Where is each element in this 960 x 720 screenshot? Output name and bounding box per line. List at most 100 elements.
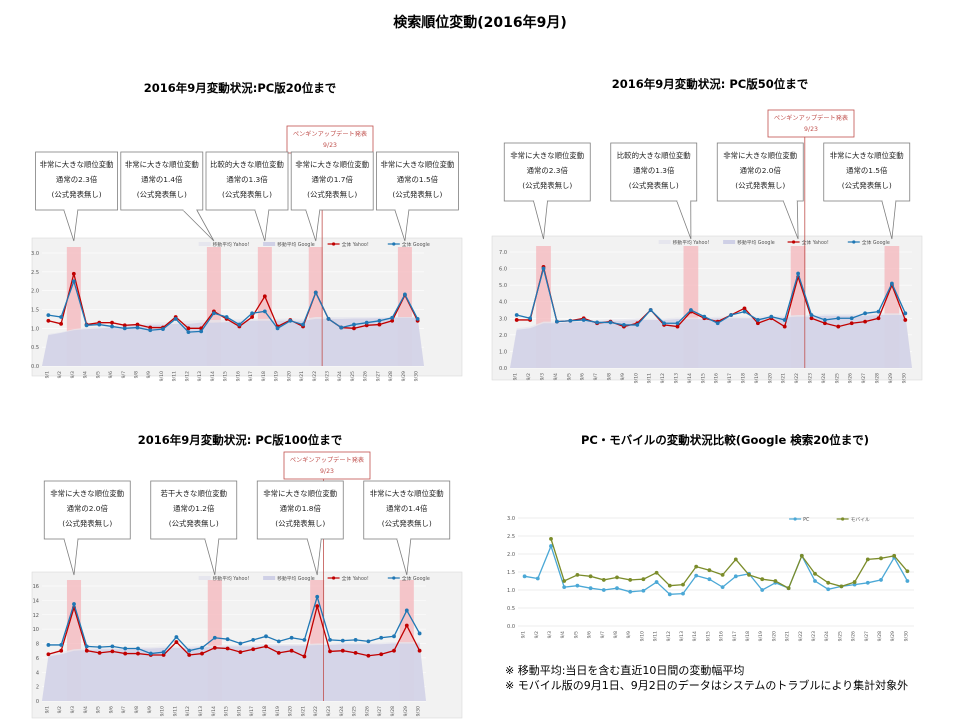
x-tick-label: 9/8 [134, 371, 140, 378]
legend-marker [852, 240, 856, 244]
y-tick-label: 2.0 [31, 289, 39, 295]
data-point [903, 318, 908, 322]
data-point [174, 635, 179, 639]
data-point [541, 266, 546, 271]
callout-pointer [396, 538, 412, 576]
x-tick-label: 9/9 [147, 706, 153, 713]
data-point [122, 326, 127, 331]
x-tick-label: 9/5 [573, 631, 579, 638]
series-line [550, 538, 908, 590]
data-point [568, 318, 573, 323]
legend-label: 移動平均 Google [277, 241, 315, 248]
series-line [48, 273, 419, 329]
x-tick-label: 9/15 [223, 371, 229, 381]
data-point [59, 315, 63, 319]
x-tick-label: 9/29 [403, 706, 409, 716]
data-point [225, 646, 230, 651]
data-point [403, 292, 407, 297]
x-tick-label: 9/17 [248, 371, 254, 381]
data-point [315, 594, 320, 599]
chart-title: 2016年9月変動状況: PC版50位まで [611, 77, 809, 91]
data-point [689, 308, 693, 312]
callout-text: 若干大きな順位変動 [160, 489, 227, 498]
x-tick-label: 9/14 [687, 373, 693, 383]
legend-swatch [263, 576, 276, 580]
data-point [863, 311, 867, 316]
callout-text: 通常の1.3倍 [226, 175, 268, 184]
callout-text: (公式発表無し) [52, 190, 102, 199]
y-tick-label: 0.0 [31, 364, 39, 370]
callout-text: 比較的大きな順位変動 [210, 160, 284, 169]
x-tick-label: 9/3 [70, 706, 76, 713]
data-point [275, 326, 280, 331]
callout-text: 通常の1.4倍 [386, 504, 428, 513]
penguin-callout-box [767, 109, 855, 138]
x-tick-label: 9/8 [607, 373, 613, 380]
callout-text: 通常の1.5倍 [397, 175, 439, 184]
data-point [675, 324, 680, 329]
callout-text: 非常に大きな順位変動 [263, 489, 337, 498]
x-tick-label: 9/1 [521, 631, 527, 638]
legend-label: 移動平均 Google [737, 239, 775, 246]
x-tick-label: 9/25 [352, 706, 358, 716]
data-point [588, 574, 593, 579]
x-tick-label: 9/20 [286, 371, 292, 381]
callout-pointer [204, 538, 220, 576]
y-tick-label: 4.0 [499, 300, 507, 306]
callout-text: 非常に大きな順位変動 [380, 160, 454, 169]
data-point [742, 306, 747, 311]
data-point [46, 652, 51, 657]
data-point [379, 635, 384, 640]
data-point [187, 653, 192, 657]
penguin-label: ペンギンアップデート発表 [774, 114, 848, 122]
footnote: ※ モバイル版の9月1日、9月2日のデータはシステムのトラブルにより集計対象外 [505, 679, 909, 692]
x-tick-label: 9/19 [274, 371, 280, 381]
y-tick-label: 2.0 [499, 333, 507, 339]
data-point [301, 322, 305, 327]
data-point [135, 322, 140, 327]
callout-text: 通常の2.0倍 [740, 166, 782, 175]
data-point [628, 578, 633, 582]
x-tick-label: 9/1 [44, 706, 50, 713]
x-tick-label: 9/28 [388, 371, 394, 381]
data-point [251, 647, 256, 652]
y-tick-label: 0.5 [31, 345, 39, 351]
x-tick-label: 9/26 [364, 706, 370, 716]
data-point [353, 650, 358, 655]
penguin-callout-box [283, 451, 371, 480]
y-tick-label: 14 [33, 598, 39, 604]
y-tick-label: 0.0 [499, 366, 507, 372]
data-point [313, 290, 318, 295]
penguin-date: 9/23 [804, 126, 818, 133]
x-tick-label: 9/4 [83, 706, 89, 713]
x-tick-label: 9/15 [705, 631, 711, 641]
callout-box [35, 151, 118, 211]
x-tick-label: 9/2 [57, 371, 63, 378]
y-tick-label: 2.5 [31, 270, 39, 276]
callout-text: (公式発表無し) [307, 190, 357, 199]
x-tick-label: 9/30 [416, 706, 422, 716]
y-tick-label: 0.0 [507, 624, 515, 630]
data-point [84, 323, 89, 328]
x-tick-label: 9/24 [339, 706, 345, 716]
data-point [148, 651, 153, 656]
data-point [46, 313, 51, 318]
x-tick-label: 9/22 [312, 371, 318, 381]
callout-text: 非常に大きな順位変動 [510, 151, 584, 160]
x-tick-label: 9/8 [613, 631, 619, 638]
penguin-date: 9/23 [320, 468, 334, 475]
callout-text: (公式発表無し) [169, 519, 219, 528]
x-tick-label: 9/13 [197, 371, 203, 381]
data-point [760, 577, 765, 582]
callout-text: 通常の1.2倍 [173, 504, 215, 513]
y-tick-label: 16 [33, 584, 39, 590]
x-tick-label: 9/4 [553, 373, 559, 380]
x-tick-label: 9/6 [587, 631, 593, 638]
callout-text: 通常の2.3倍 [56, 175, 98, 184]
data-point [328, 638, 332, 642]
x-tick-label: 9/12 [666, 631, 672, 641]
callout-text: 通常の2.3倍 [527, 166, 569, 175]
chart-title: PC・モバイルの変動状況比較(Google 検索20位まで) [580, 433, 870, 447]
x-tick-label: 9/6 [108, 371, 114, 378]
x-tick-label: 9/8 [134, 706, 140, 713]
